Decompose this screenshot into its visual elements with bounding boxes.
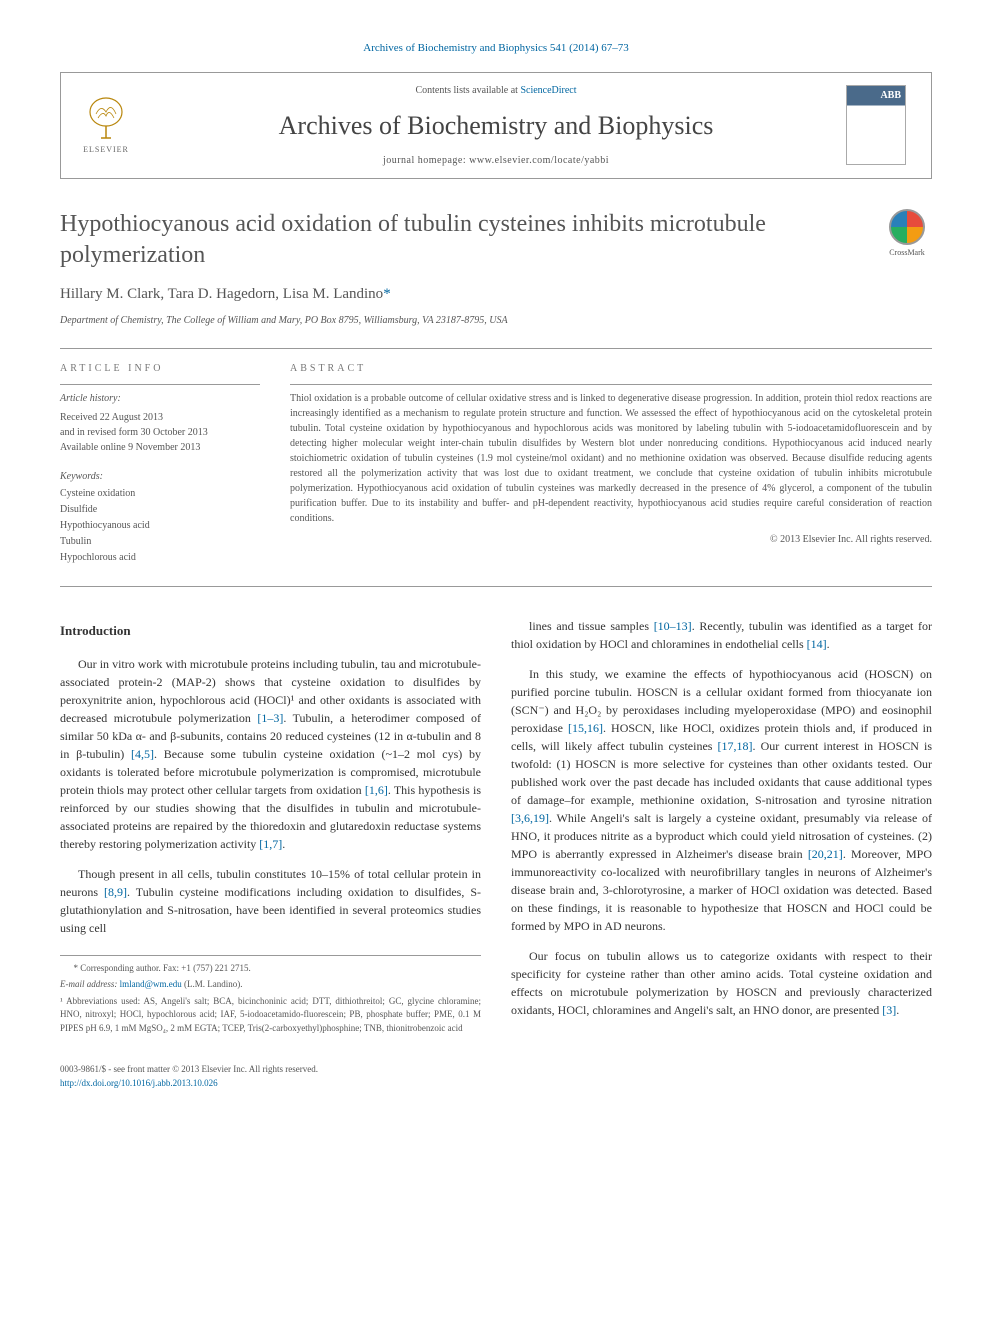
crossmark-icon xyxy=(889,209,925,245)
cover-thumb-area xyxy=(846,85,916,165)
publisher-logo-area: ELSEVIER xyxy=(76,90,146,160)
email-footnote: E-mail address: lmland@wm.edu (L.M. Land… xyxy=(60,978,481,992)
journal-name: Archives of Biochemistry and Biophysics xyxy=(146,106,846,145)
email-who: (L.M. Landino). xyxy=(182,979,243,989)
elsevier-tree-icon xyxy=(81,94,131,144)
contents-line: Contents lists available at ScienceDirec… xyxy=(146,83,846,98)
abstract-copyright: © 2013 Elsevier Inc. All rights reserved… xyxy=(290,532,932,547)
journal-cover-thumb[interactable] xyxy=(846,85,906,165)
body-p1: Our in vitro work with microtubule prote… xyxy=(60,655,481,853)
corr-email-link[interactable]: lmland@wm.edu xyxy=(120,979,182,989)
corr-footnote: * Corresponding author. Fax: +1 (757) 22… xyxy=(60,962,481,976)
body-p5: Our focus on tubulin allows us to catego… xyxy=(511,947,932,1019)
keywords-label: Keywords: xyxy=(60,469,260,484)
article-info-heading: article info xyxy=(60,361,260,376)
keyword-2: Disulfide xyxy=(60,502,260,518)
abstract-text: Thiol oxidation is a probable outcome of… xyxy=(290,391,932,526)
article-info-block: article info Article history: Received 2… xyxy=(60,361,260,566)
keyword-4: Tubulin xyxy=(60,534,260,550)
article-title: Hypothiocyanous acid oxidation of tubuli… xyxy=(60,209,862,271)
body-p3: lines and tissue samples [10–13]. Recent… xyxy=(511,617,932,653)
keyword-1: Cysteine oxidation xyxy=(60,486,260,502)
keyword-3: Hypothiocyanous acid xyxy=(60,518,260,534)
abstract-heading: abstract xyxy=(290,361,932,376)
history-revised: and in revised form 30 October 2013 xyxy=(60,425,260,440)
intro-heading: Introduction xyxy=(60,621,481,641)
body-p4: In this study, we examine the effects of… xyxy=(511,665,932,935)
footer-bar: 0003-9861/$ - see front matter © 2013 El… xyxy=(60,1063,932,1090)
footer-copyright: 0003-9861/$ - see front matter © 2013 El… xyxy=(60,1063,932,1077)
article-body: Introduction Our in vitro work with micr… xyxy=(60,617,932,1038)
abbrev-footnote: ¹ Abbreviations used: AS, Angeli's salt;… xyxy=(60,995,481,1036)
history-label: Article history: xyxy=(60,391,260,406)
journal-homepage: journal homepage: www.elsevier.com/locat… xyxy=(146,153,846,168)
corr-author-marker[interactable]: * xyxy=(383,286,391,302)
divider xyxy=(60,586,932,587)
history-received: Received 22 August 2013 xyxy=(60,410,260,425)
body-p2: Though present in all cells, tubulin con… xyxy=(60,865,481,937)
sciencedirect-link[interactable]: ScienceDirect xyxy=(520,85,576,96)
header-citation: Archives of Biochemistry and Biophysics … xyxy=(60,40,932,57)
doi-link[interactable]: http://dx.doi.org/10.1016/j.abb.2013.10.… xyxy=(60,1078,218,1088)
crossmark-badge[interactable]: CrossMark xyxy=(882,209,932,259)
publisher-name: ELSEVIER xyxy=(83,144,129,156)
homepage-prefix: journal homepage: xyxy=(383,155,469,166)
footnotes: * Corresponding author. Fax: +1 (757) 22… xyxy=(60,955,481,1036)
crossmark-label: CrossMark xyxy=(889,248,925,257)
authors: Hillary M. Clark, Tara D. Hagedorn, Lisa… xyxy=(60,283,932,306)
masthead: ELSEVIER Contents lists available at Sci… xyxy=(60,72,932,179)
email-label: E-mail address: xyxy=(60,979,120,989)
homepage-url[interactable]: www.elsevier.com/locate/yabbi xyxy=(469,155,609,166)
keyword-5: Hypochlorous acid xyxy=(60,550,260,566)
citation-link[interactable]: Archives of Biochemistry and Biophysics … xyxy=(363,42,629,54)
history-online: Available online 9 November 2013 xyxy=(60,440,260,455)
author-names: Hillary M. Clark, Tara D. Hagedorn, Lisa… xyxy=(60,286,383,302)
abstract-block: abstract Thiol oxidation is a probable o… xyxy=(290,361,932,566)
affiliation: Department of Chemistry, The College of … xyxy=(60,313,932,328)
contents-prefix: Contents lists available at xyxy=(415,85,520,96)
divider xyxy=(60,348,932,349)
elsevier-logo[interactable]: ELSEVIER xyxy=(76,90,136,160)
